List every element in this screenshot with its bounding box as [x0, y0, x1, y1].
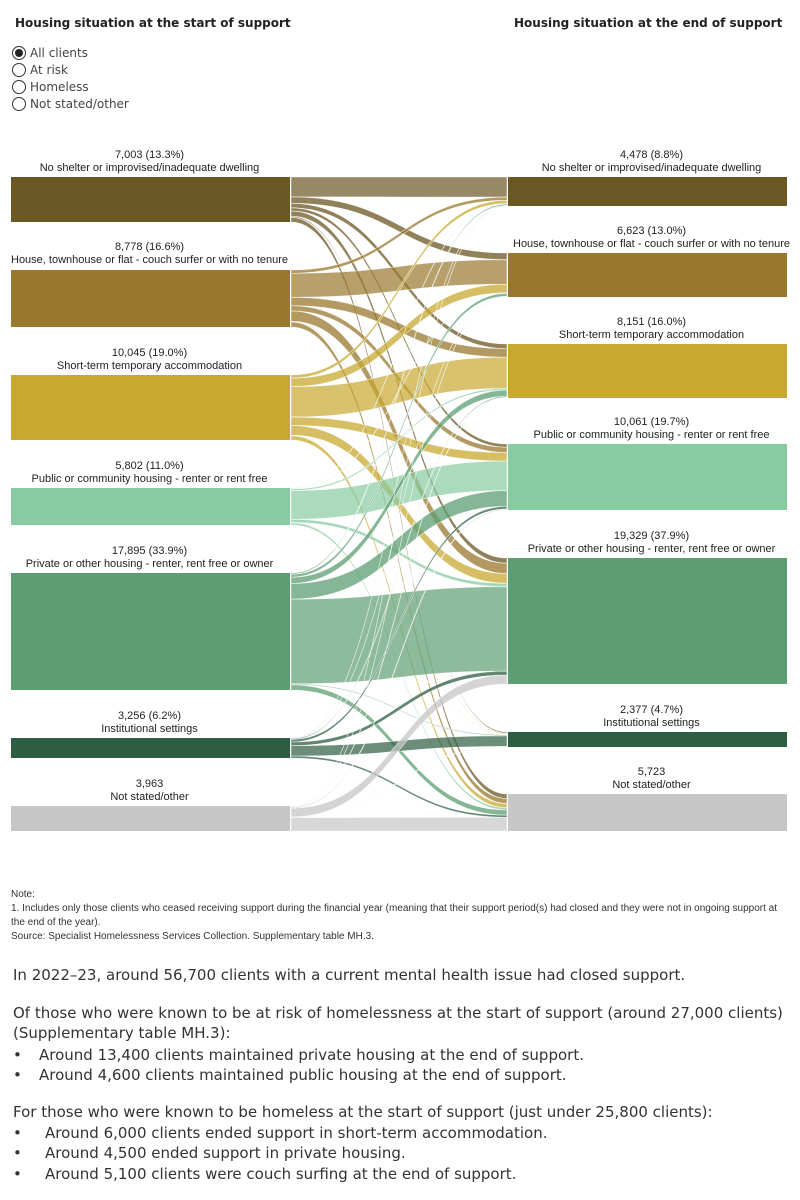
at-risk-paragraph: Of those who were known to be at risk of… — [13, 1004, 783, 1042]
source-name-label: Not stated/other — [110, 791, 189, 803]
target-value-label: 2,377 (4.7%) — [620, 704, 683, 716]
target-value-label: 5,723 — [638, 766, 666, 778]
source-value-label: 17,895 (33.9%) — [112, 545, 187, 557]
source-node-short[interactable] — [11, 375, 290, 440]
source-value-label: 3,256 (6.2%) — [118, 710, 181, 722]
target-name-label: Institutional settings — [603, 717, 700, 729]
flow-ns-to-couch[interactable] — [290, 296, 508, 807]
target-value-label: 10,061 (19.7%) — [614, 416, 689, 428]
filter-option-not-stated[interactable]: Not stated/other — [12, 95, 129, 112]
filter-option-at-risk[interactable]: At risk — [12, 61, 129, 78]
bullet-text: Around 13,400 clients maintained private… — [39, 1046, 584, 1064]
filter-option-label: All clients — [30, 45, 88, 60]
note-heading: Note: — [11, 889, 35, 900]
radio-icon[interactable] — [12, 45, 26, 60]
source-name-label: Private or other housing - renter, rent … — [26, 558, 274, 570]
source-name-label: No shelter or improvised/inadequate dwel… — [40, 162, 260, 174]
source-name-label: Public or community housing - renter or … — [32, 473, 268, 485]
target-value-label: 4,478 (8.8%) — [620, 149, 683, 161]
bullet-item: • Around 6,000 clients ended support in s… — [13, 1124, 548, 1142]
sankey-chart: 7,003 (13.3%)No shelter or improvised/in… — [11, 149, 790, 832]
target-value-label: 8,151 (16.0%) — [617, 316, 686, 328]
target-name-label: House, townhouse or flat - couch surfer … — [513, 238, 790, 250]
source-name-label: Institutional settings — [101, 723, 198, 735]
source-node-inst[interactable] — [11, 738, 290, 758]
filter-option-label: At risk — [30, 62, 68, 77]
bullet-text: Around 6,000 clients ended support in sh… — [45, 1124, 548, 1142]
radio-icon[interactable] — [12, 62, 26, 77]
bullet-text: Around 4,500 ended support in private ho… — [45, 1144, 406, 1162]
target-node-noshelter[interactable] — [508, 177, 787, 206]
filter-option-all-clients[interactable]: All clients — [12, 44, 129, 61]
filter-option-homeless[interactable]: Homeless — [12, 78, 129, 95]
source-value-label: 5,802 (11.0%) — [115, 460, 183, 472]
target-name-label: No shelter or improvised/inadequate dwel… — [542, 162, 762, 174]
target-value-label: 6,623 (13.0%) — [617, 225, 686, 237]
target-name-label: Not stated/other — [612, 779, 691, 791]
target-node-public[interactable] — [508, 444, 787, 510]
sankey-nodes — [11, 177, 787, 831]
sankey-labels: 7,003 (13.3%)No shelter or improvised/in… — [11, 149, 790, 803]
chart-note: Note: 1. Includes only those clients who… — [11, 888, 791, 944]
source-name-label: Short-term temporary accommodation — [57, 360, 242, 372]
target-node-short[interactable] — [508, 344, 787, 398]
bullet-item: • Around 4,500 ended support in private h… — [13, 1144, 406, 1162]
bullet-item: • Around 5,100 clients were couch surfing… — [13, 1165, 517, 1183]
target-node-couch[interactable] — [508, 253, 787, 297]
target-node-ns[interactable] — [508, 794, 787, 831]
target-node-inst[interactable] — [508, 732, 787, 747]
note-text: 1. Includes only those clients who cease… — [11, 903, 778, 928]
source-name-label: House, townhouse or flat - couch surfer … — [11, 254, 288, 266]
target-name-label: Private or other housing - renter, rent … — [528, 543, 776, 555]
bullet-text: Around 5,100 clients were couch surfing … — [45, 1165, 517, 1183]
end-situation-title: Housing situation at the end of support — [514, 16, 783, 30]
flow-ns-to-short[interactable] — [290, 397, 508, 808]
source-node-public[interactable] — [11, 488, 290, 525]
summary-paragraph: In 2022–23, around 56,700 clients with a… — [13, 966, 686, 984]
bullet-item: • Around 4,600 clients maintained public … — [13, 1066, 567, 1084]
homeless-paragraph: For those who were known to be homeless … — [13, 1103, 713, 1121]
client-filter: All clients At risk Homeless Not stated/… — [12, 44, 129, 112]
target-name-label: Public or community housing - renter or … — [534, 429, 770, 441]
flow-ns-to-ns[interactable] — [290, 816, 508, 832]
source-text: Source: Specialist Homelessness Services… — [11, 931, 374, 942]
flow-ns-to-noshelter[interactable] — [290, 205, 508, 807]
filter-option-label: Not stated/other — [30, 96, 129, 111]
source-node-ns[interactable] — [11, 806, 290, 831]
target-name-label: Short-term temporary accommodation — [559, 329, 744, 341]
bullet-text: Around 4,600 clients maintained public h… — [39, 1066, 567, 1084]
filter-option-label: Homeless — [30, 79, 89, 94]
source-node-private[interactable] — [11, 573, 290, 690]
bullet-item: • Around 13,400 clients maintained privat… — [13, 1046, 584, 1064]
source-value-label: 3,963 — [136, 778, 164, 790]
source-value-label: 8,778 (16.6%) — [115, 241, 184, 253]
radio-icon[interactable] — [12, 79, 26, 94]
flow-ns-to-inst[interactable] — [290, 746, 508, 818]
source-node-noshelter[interactable] — [11, 177, 290, 222]
flow-ns-to-private[interactable] — [290, 674, 508, 818]
flow-noshelter-to-noshelter[interactable] — [290, 176, 508, 198]
radio-icon[interactable] — [12, 96, 26, 111]
flow-ns-to-public[interactable] — [290, 508, 508, 809]
start-situation-title: Housing situation at the start of suppor… — [15, 16, 291, 30]
source-value-label: 10,045 (19.0%) — [112, 347, 187, 359]
source-node-couch[interactable] — [11, 270, 290, 327]
source-value-label: 7,003 (13.3%) — [115, 149, 184, 161]
target-value-label: 19,329 (37.9%) — [614, 530, 689, 542]
sankey-links — [290, 176, 508, 832]
target-node-private[interactable] — [508, 558, 787, 684]
